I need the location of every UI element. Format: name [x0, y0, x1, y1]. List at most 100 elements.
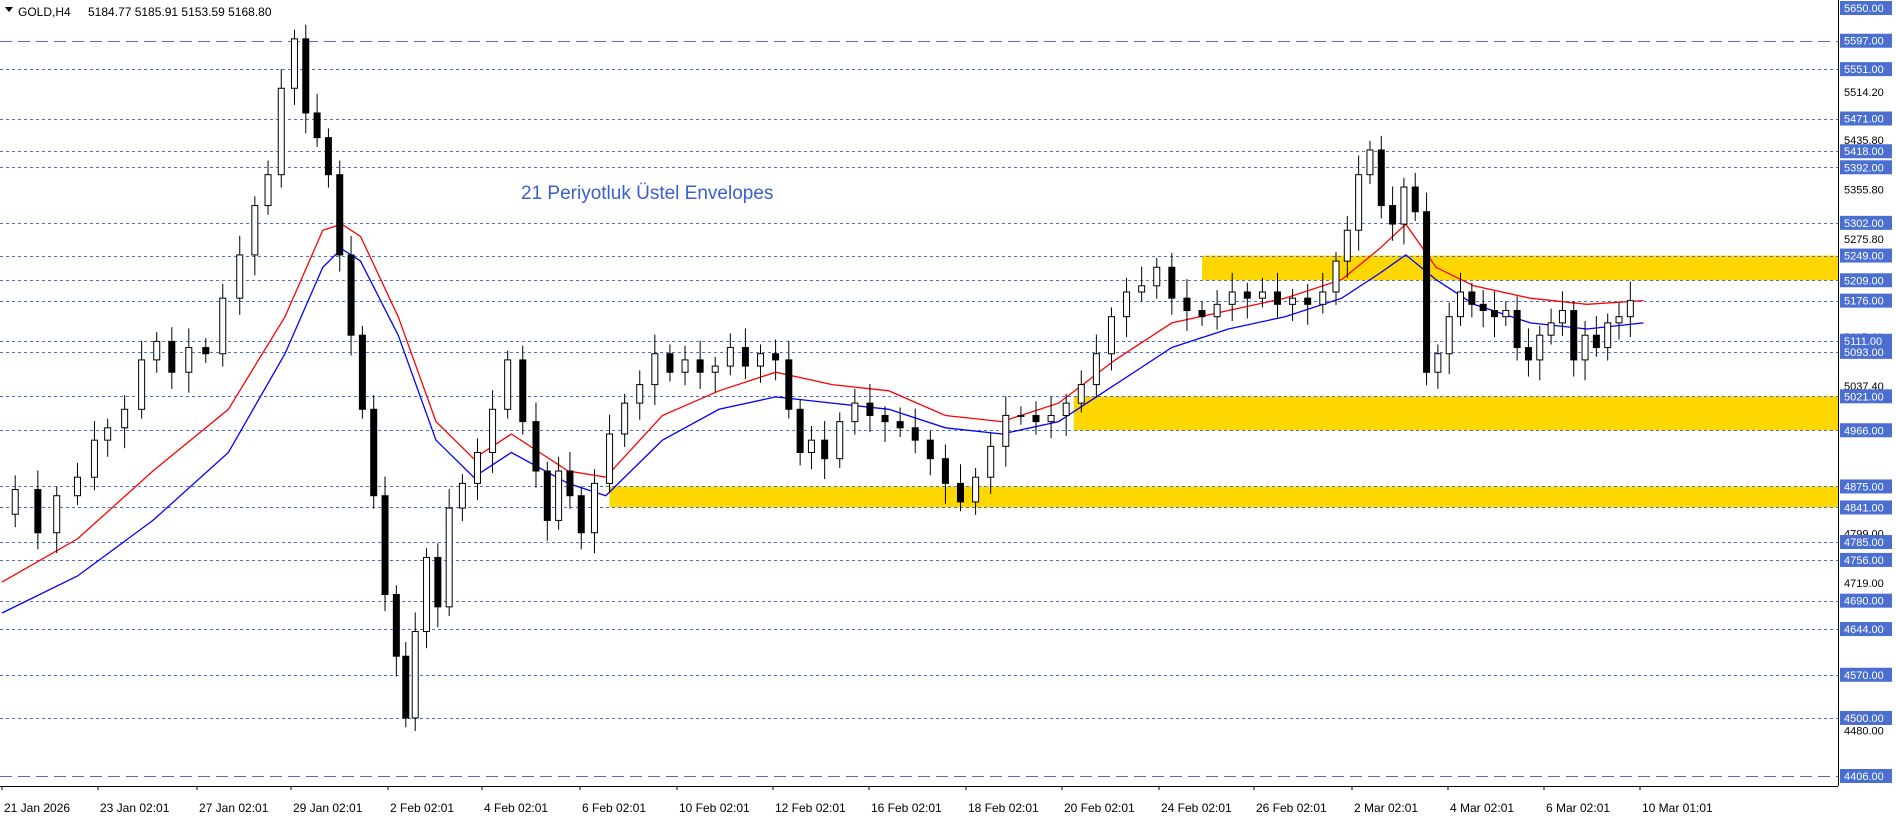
candle-body	[621, 402, 629, 435]
candle-body	[1017, 414, 1025, 417]
candle-body	[1274, 291, 1282, 305]
candle-body	[1502, 310, 1510, 318]
candle-body	[53, 495, 61, 534]
candle-body	[290, 38, 298, 89]
price-tick-label: 4644.00	[1844, 624, 1884, 636]
candle-body	[532, 421, 540, 472]
candle-body	[926, 439, 934, 460]
date-tick-label: 26 Feb 02:01	[1256, 801, 1327, 815]
candle-body	[1479, 303, 1487, 312]
candle-body	[138, 359, 146, 410]
candle-body	[1536, 334, 1544, 361]
candle-body	[1389, 205, 1397, 225]
price-tick-label: 5249.00	[1844, 251, 1884, 263]
candle-body	[881, 414, 889, 423]
candle-body	[370, 408, 378, 497]
candle-body	[543, 470, 551, 521]
candle-body	[606, 433, 614, 484]
candle-body	[555, 470, 563, 521]
level-label-box	[1840, 273, 1892, 288]
ohlc-readout: 5184.77 5185.91 5153.59 5168.80	[88, 5, 272, 19]
price-tick-label: 5111.00	[1844, 336, 1882, 348]
price-tick-label: 5093.00	[1844, 347, 1884, 359]
candle-body	[666, 353, 674, 373]
candle-body	[277, 87, 285, 176]
price-tick-label: 5514.20	[1844, 87, 1884, 99]
date-tick-label: 6 Mar 02:01	[1546, 801, 1610, 815]
candle-body	[1153, 266, 1161, 287]
price-tick-label: 5471.00	[1844, 114, 1884, 126]
candle-body	[1570, 310, 1578, 361]
candle-body	[1123, 291, 1131, 318]
date-tick-label: 6 Feb 02:01	[582, 801, 646, 815]
candle-body	[1107, 316, 1115, 355]
candle-body	[1304, 297, 1312, 305]
symbol-label: GOLD,H4	[18, 5, 71, 19]
candle-body	[251, 205, 259, 256]
level-label-box	[1840, 500, 1892, 515]
candle-body	[1228, 291, 1236, 305]
candle-body	[807, 439, 815, 454]
date-tick-label: 4 Feb 02:01	[484, 801, 548, 815]
price-tick-label: 4406.00	[1844, 771, 1884, 783]
candle-body	[821, 439, 829, 460]
level-label-box	[1840, 769, 1892, 783]
candle-body	[957, 482, 965, 503]
candle-body	[1524, 347, 1532, 361]
price-box-top-label: 5650.00	[1844, 3, 1884, 15]
chevron-down-icon[interactable]	[5, 7, 13, 12]
candle-body	[866, 402, 874, 416]
candle-body	[411, 631, 419, 719]
level-label-box	[1840, 389, 1892, 404]
candle-body	[236, 254, 244, 299]
level-label-box	[1840, 622, 1892, 637]
zone-2	[609, 486, 1838, 508]
candle-body	[1138, 285, 1146, 293]
level-label-box	[1840, 144, 1892, 159]
candle-body	[577, 495, 585, 534]
price-tick-label: 4480.00	[1844, 725, 1884, 737]
envelopes-annotation: 21 Periyotluk Üstel Envelopes	[521, 183, 773, 204]
candle-body	[121, 408, 129, 429]
candle-body	[302, 38, 310, 114]
level-label-box	[1840, 710, 1892, 725]
candle-body	[1213, 303, 1221, 318]
candle-body	[636, 384, 644, 404]
price-tick-label: 5597.00	[1844, 36, 1884, 48]
candle-body	[851, 402, 859, 423]
candle-body	[34, 489, 42, 534]
candle-body	[1032, 414, 1040, 423]
candle-body	[1168, 266, 1176, 299]
candle-body	[489, 408, 497, 454]
candle-body	[911, 427, 919, 441]
candle-body	[1243, 291, 1251, 299]
candle-body	[1468, 291, 1476, 305]
candle-body	[1092, 353, 1100, 386]
candle-body	[1343, 229, 1351, 262]
candle-body	[1615, 316, 1623, 324]
date-tick-label: 21 Jan 2026	[4, 801, 70, 815]
price-tick-label: 4756.00	[1844, 555, 1884, 567]
candle-body	[1077, 384, 1085, 404]
price-tick-label: 4690.00	[1844, 596, 1884, 608]
date-tick-label: 2 Mar 02:01	[1354, 801, 1418, 815]
date-tick-label: 2 Feb 02:01	[390, 801, 454, 815]
level-label-box	[1840, 423, 1892, 438]
candle-body	[324, 137, 332, 176]
candle-body	[566, 470, 574, 497]
date-tick-label: 10 Mar 01:01	[1642, 801, 1713, 815]
price-tick-label: 5021.00	[1844, 391, 1884, 403]
level-label-box	[1840, 160, 1892, 175]
candle-body	[1366, 149, 1374, 176]
level-label-box	[1840, 593, 1892, 608]
candle-body	[381, 495, 389, 595]
date-tick-label: 24 Feb 02:01	[1161, 801, 1232, 815]
candle-body	[1002, 414, 1010, 447]
level-label-box	[1840, 333, 1892, 348]
candle-body	[651, 353, 659, 386]
candle-body	[73, 476, 81, 497]
candle-body	[1457, 291, 1465, 318]
candle-body	[11, 489, 19, 515]
